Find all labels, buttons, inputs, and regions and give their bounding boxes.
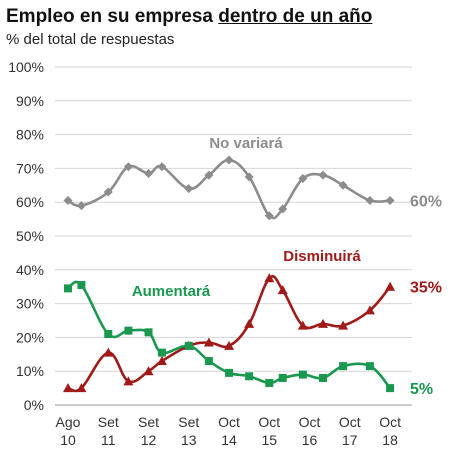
data-point-no-variar- <box>244 172 254 182</box>
data-point-disminuir- <box>63 383 73 393</box>
x-tick-month: Oct <box>218 414 240 430</box>
y-tick-label: 60% <box>16 194 44 210</box>
data-point-no-variar- <box>76 201 86 211</box>
data-point-no-variar- <box>204 170 214 180</box>
data-point-no-variar- <box>298 174 308 184</box>
x-tick-month: Ago <box>56 414 81 430</box>
y-tick-label: 0% <box>24 397 44 413</box>
y-tick-label: 80% <box>16 127 44 143</box>
y-tick-label: 20% <box>16 329 44 345</box>
data-point-aumentar- <box>225 368 234 377</box>
data-point-aumentar- <box>157 348 166 357</box>
data-point-no-variar- <box>318 170 328 180</box>
x-tick-month: Oct <box>379 414 401 430</box>
y-tick-label: 10% <box>16 363 44 379</box>
x-tick-year: 18 <box>382 432 398 448</box>
series-end-label: 60% <box>410 194 442 211</box>
chart-subtitle: % del total de respuestas <box>6 31 175 48</box>
data-point-aumentar- <box>77 281 86 290</box>
data-point-no-variar- <box>365 196 375 206</box>
x-tick-year: 10 <box>60 432 76 448</box>
x-tick-year: 16 <box>302 432 318 448</box>
data-point-no-variar- <box>224 155 234 165</box>
data-point-aumentar- <box>386 384 395 393</box>
data-point-disminuir- <box>338 320 349 330</box>
x-tick-month: Oct <box>258 414 280 430</box>
y-tick-label: 40% <box>16 262 44 278</box>
data-point-disminuir- <box>103 347 114 357</box>
data-point-disminuir- <box>143 366 154 376</box>
data-point-disminuir- <box>244 318 255 328</box>
series-name-label: Disminuirá <box>283 248 361 265</box>
series-group <box>63 155 396 393</box>
y-axis-ticks: 0% 10% 20% 30% 40% 50% 60% 70% 80% 90% 100% <box>8 59 44 413</box>
data-point-no-variar- <box>385 196 395 206</box>
data-point-disminuir- <box>76 383 87 393</box>
data-point-no-variar- <box>144 168 154 178</box>
data-point-disminuir- <box>156 356 167 366</box>
data-point-aumentar- <box>318 373 327 382</box>
y-tick-label: 50% <box>16 228 44 244</box>
x-tick-month: Set <box>178 414 199 430</box>
series-labels: No variará 60% Disminuirá 35% Aumentará 5% <box>132 135 442 398</box>
x-tick-month: Oct <box>299 414 321 430</box>
data-point-aumentar- <box>204 357 213 366</box>
y-tick-label: 90% <box>16 93 44 109</box>
y-tick-label: 70% <box>16 160 44 176</box>
data-point-disminuir- <box>317 318 328 328</box>
x-tick-month: Oct <box>339 414 361 430</box>
data-point-no-variar- <box>338 180 348 190</box>
data-point-disminuir- <box>264 273 275 283</box>
data-point-aumentar- <box>104 330 113 339</box>
x-axis-ticks: Ago 10 Set 11 Set 12 Set 13 Oct 14 Oct 15 Oct 16 Oct 17… <box>56 414 402 448</box>
y-tick-label: 30% <box>16 296 44 312</box>
data-point-aumentar- <box>245 372 254 381</box>
data-point-disminuir- <box>123 376 134 386</box>
data-point-aumentar- <box>278 373 287 382</box>
x-tick-month: Set <box>98 414 119 430</box>
title-highlight: dentro de un año <box>218 6 373 27</box>
data-point-no-variar- <box>157 162 167 172</box>
y-tick-label: 100% <box>8 59 44 75</box>
data-point-aumentar- <box>265 379 274 388</box>
data-point-aumentar- <box>339 362 348 371</box>
data-point-disminuir- <box>297 320 308 330</box>
data-point-aumentar- <box>365 362 374 371</box>
data-point-no-variar- <box>123 162 133 172</box>
data-point-disminuir- <box>203 337 214 347</box>
data-point-aumentar- <box>184 341 193 350</box>
series-name-label: No variará <box>209 135 283 152</box>
data-point-no-variar- <box>63 196 73 206</box>
x-tick-year: 14 <box>221 432 237 448</box>
data-point-disminuir- <box>364 305 375 315</box>
data-point-aumentar- <box>124 326 133 335</box>
data-point-no-variar- <box>184 184 194 194</box>
x-tick-year: 12 <box>141 432 157 448</box>
data-point-disminuir- <box>385 281 396 291</box>
x-tick-year: 13 <box>181 432 197 448</box>
data-point-aumentar- <box>144 328 153 337</box>
gridlines <box>55 66 412 406</box>
data-point-no-variar- <box>278 204 288 214</box>
x-tick-year: 15 <box>262 432 278 448</box>
data-point-no-variar- <box>264 211 274 221</box>
data-point-aumentar- <box>298 370 307 379</box>
series-end-label: 35% <box>410 280 442 297</box>
data-point-disminuir- <box>277 285 288 295</box>
x-tick-year: 11 <box>101 432 116 448</box>
title-prefix: Empleo en su empresa <box>6 6 219 27</box>
chart-title: Empleo en su empresa dentro de un año <box>6 6 372 28</box>
x-tick-month: Set <box>138 414 159 430</box>
series-name-label: Aumentará <box>132 283 211 300</box>
data-point-disminuir- <box>224 340 235 350</box>
data-point-aumentar- <box>64 284 72 293</box>
x-tick-year: 17 <box>342 432 358 448</box>
data-point-no-variar- <box>103 187 113 197</box>
series-end-label: 5% <box>410 381 433 398</box>
